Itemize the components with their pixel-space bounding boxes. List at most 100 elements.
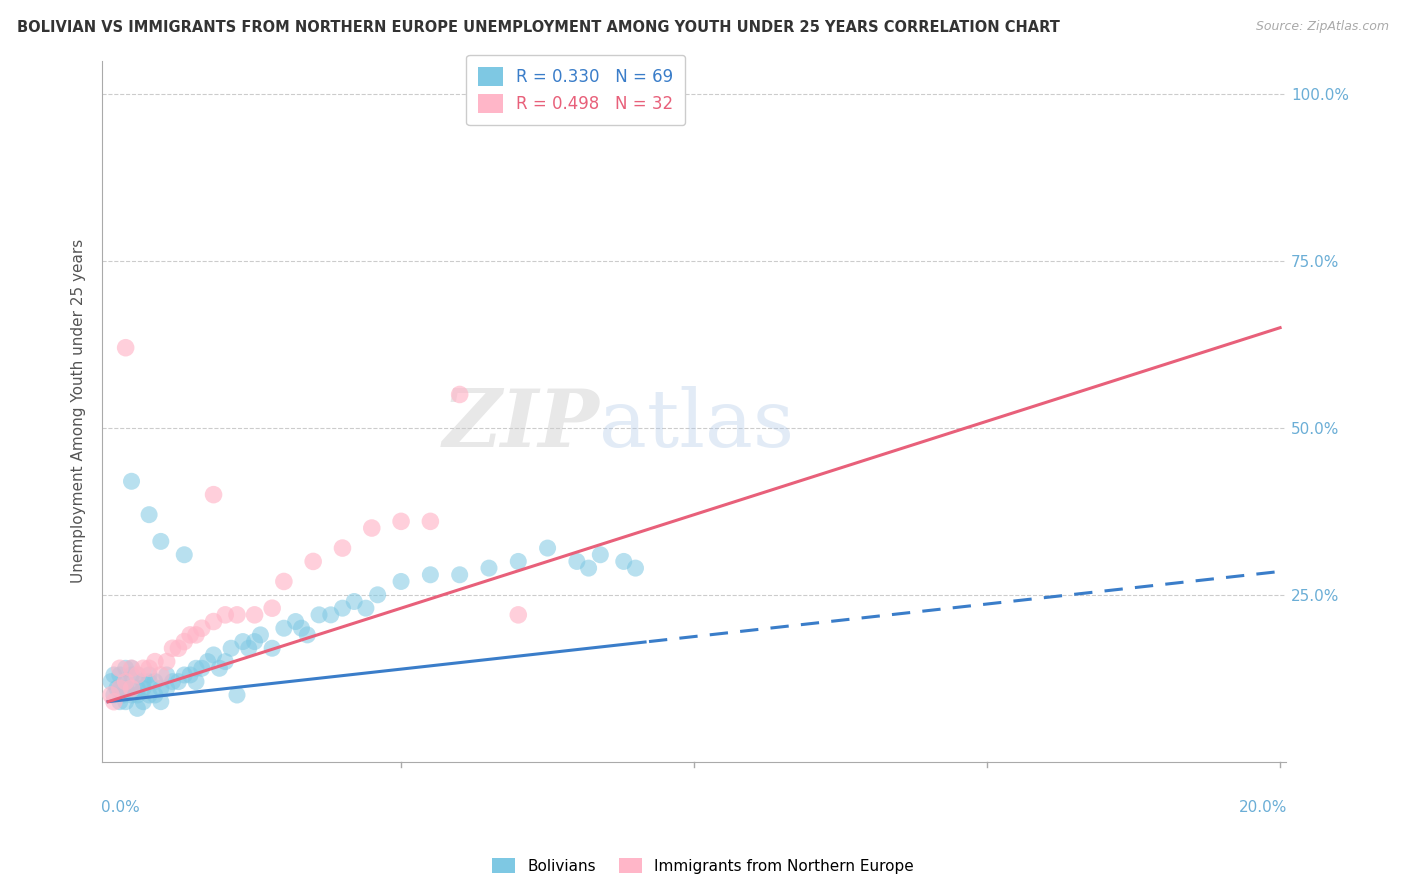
Point (114, 661, 136, 675)
Point (132, 674, 155, 689)
Y-axis label: Unemployment Among Youth under 25 years: Unemployment Among Youth under 25 years (72, 239, 86, 583)
Point (111, 688, 134, 702)
Legend: Bolivians, Immigrants from Northern Europe: Bolivians, Immigrants from Northern Euro… (486, 852, 920, 880)
Point (578, 561, 600, 575)
Point (319, 607, 342, 622)
Text: atlas: atlas (599, 386, 794, 464)
Text: BOLIVIAN VS IMMIGRANTS FROM NORTHERN EUROPE UNEMPLOYMENT AMONG YOUTH UNDER 25 YE: BOLIVIAN VS IMMIGRANTS FROM NORTHERN EUR… (17, 20, 1060, 35)
Point (214, 607, 236, 622)
Point (149, 681, 172, 696)
Point (114, 695, 136, 709)
Point (332, 541, 354, 555)
Point (132, 661, 155, 675)
Point (173, 668, 195, 682)
Point (184, 674, 207, 689)
Point (290, 621, 312, 635)
Point (121, 688, 143, 702)
Point (238, 641, 260, 656)
Point (243, 607, 266, 622)
Text: 0.0%: 0.0% (101, 800, 139, 815)
Point (127, 701, 149, 715)
Point (613, 554, 636, 568)
Point (219, 641, 242, 656)
Point (273, 574, 295, 589)
Point (536, 541, 558, 555)
Point (103, 695, 125, 709)
Point (197, 655, 219, 669)
Point (589, 548, 612, 562)
Point (297, 628, 319, 642)
Point (149, 534, 172, 549)
Point (127, 668, 149, 682)
Point (243, 634, 266, 648)
Point (167, 641, 190, 656)
Point (191, 661, 214, 675)
Point (173, 634, 195, 648)
Point (149, 668, 172, 682)
Point (419, 567, 441, 582)
Point (108, 695, 131, 709)
Point (360, 521, 382, 535)
Point (138, 668, 160, 682)
Point (249, 628, 271, 642)
Text: ZIP: ZIP (443, 386, 599, 464)
Point (162, 641, 184, 656)
Point (173, 548, 195, 562)
Point (332, 601, 354, 615)
Point (121, 681, 143, 696)
Point (226, 688, 249, 702)
Point (226, 607, 249, 622)
Point (508, 607, 530, 622)
Point (138, 508, 160, 522)
Point (389, 574, 412, 589)
Point (100, 674, 122, 689)
Point (114, 341, 136, 355)
Point (565, 554, 588, 568)
Point (121, 475, 143, 489)
Point (624, 561, 647, 575)
Point (343, 594, 366, 608)
Point (179, 628, 201, 642)
Point (367, 588, 389, 602)
Point (108, 681, 131, 696)
Point (156, 681, 179, 696)
Point (419, 514, 441, 528)
Point (284, 615, 307, 629)
Point (262, 641, 284, 656)
Point (184, 661, 207, 675)
Point (478, 561, 501, 575)
Point (262, 601, 284, 615)
Point (121, 661, 143, 675)
Point (167, 674, 190, 689)
Point (138, 688, 160, 702)
Point (138, 674, 160, 689)
Point (184, 628, 207, 642)
Point (191, 621, 214, 635)
Point (121, 661, 143, 675)
Point (449, 567, 471, 582)
Point (508, 554, 530, 568)
Point (308, 607, 330, 622)
Point (202, 488, 225, 502)
Point (389, 514, 412, 528)
Point (108, 661, 131, 675)
Point (156, 668, 179, 682)
Point (108, 668, 131, 682)
Text: 20.0%: 20.0% (1239, 800, 1286, 815)
Legend: R = 0.330   N = 69, R = 0.498   N = 32: R = 0.330 N = 69, R = 0.498 N = 32 (467, 54, 685, 125)
Point (127, 688, 149, 702)
Point (214, 655, 236, 669)
Point (121, 668, 143, 682)
Point (273, 621, 295, 635)
Point (103, 688, 125, 702)
Point (127, 668, 149, 682)
Point (208, 661, 231, 675)
Point (156, 655, 179, 669)
Point (143, 674, 166, 689)
Text: Source: ZipAtlas.com: Source: ZipAtlas.com (1256, 20, 1389, 33)
Point (114, 674, 136, 689)
Point (132, 681, 155, 696)
Point (114, 674, 136, 689)
Point (121, 681, 143, 696)
Point (162, 674, 184, 689)
